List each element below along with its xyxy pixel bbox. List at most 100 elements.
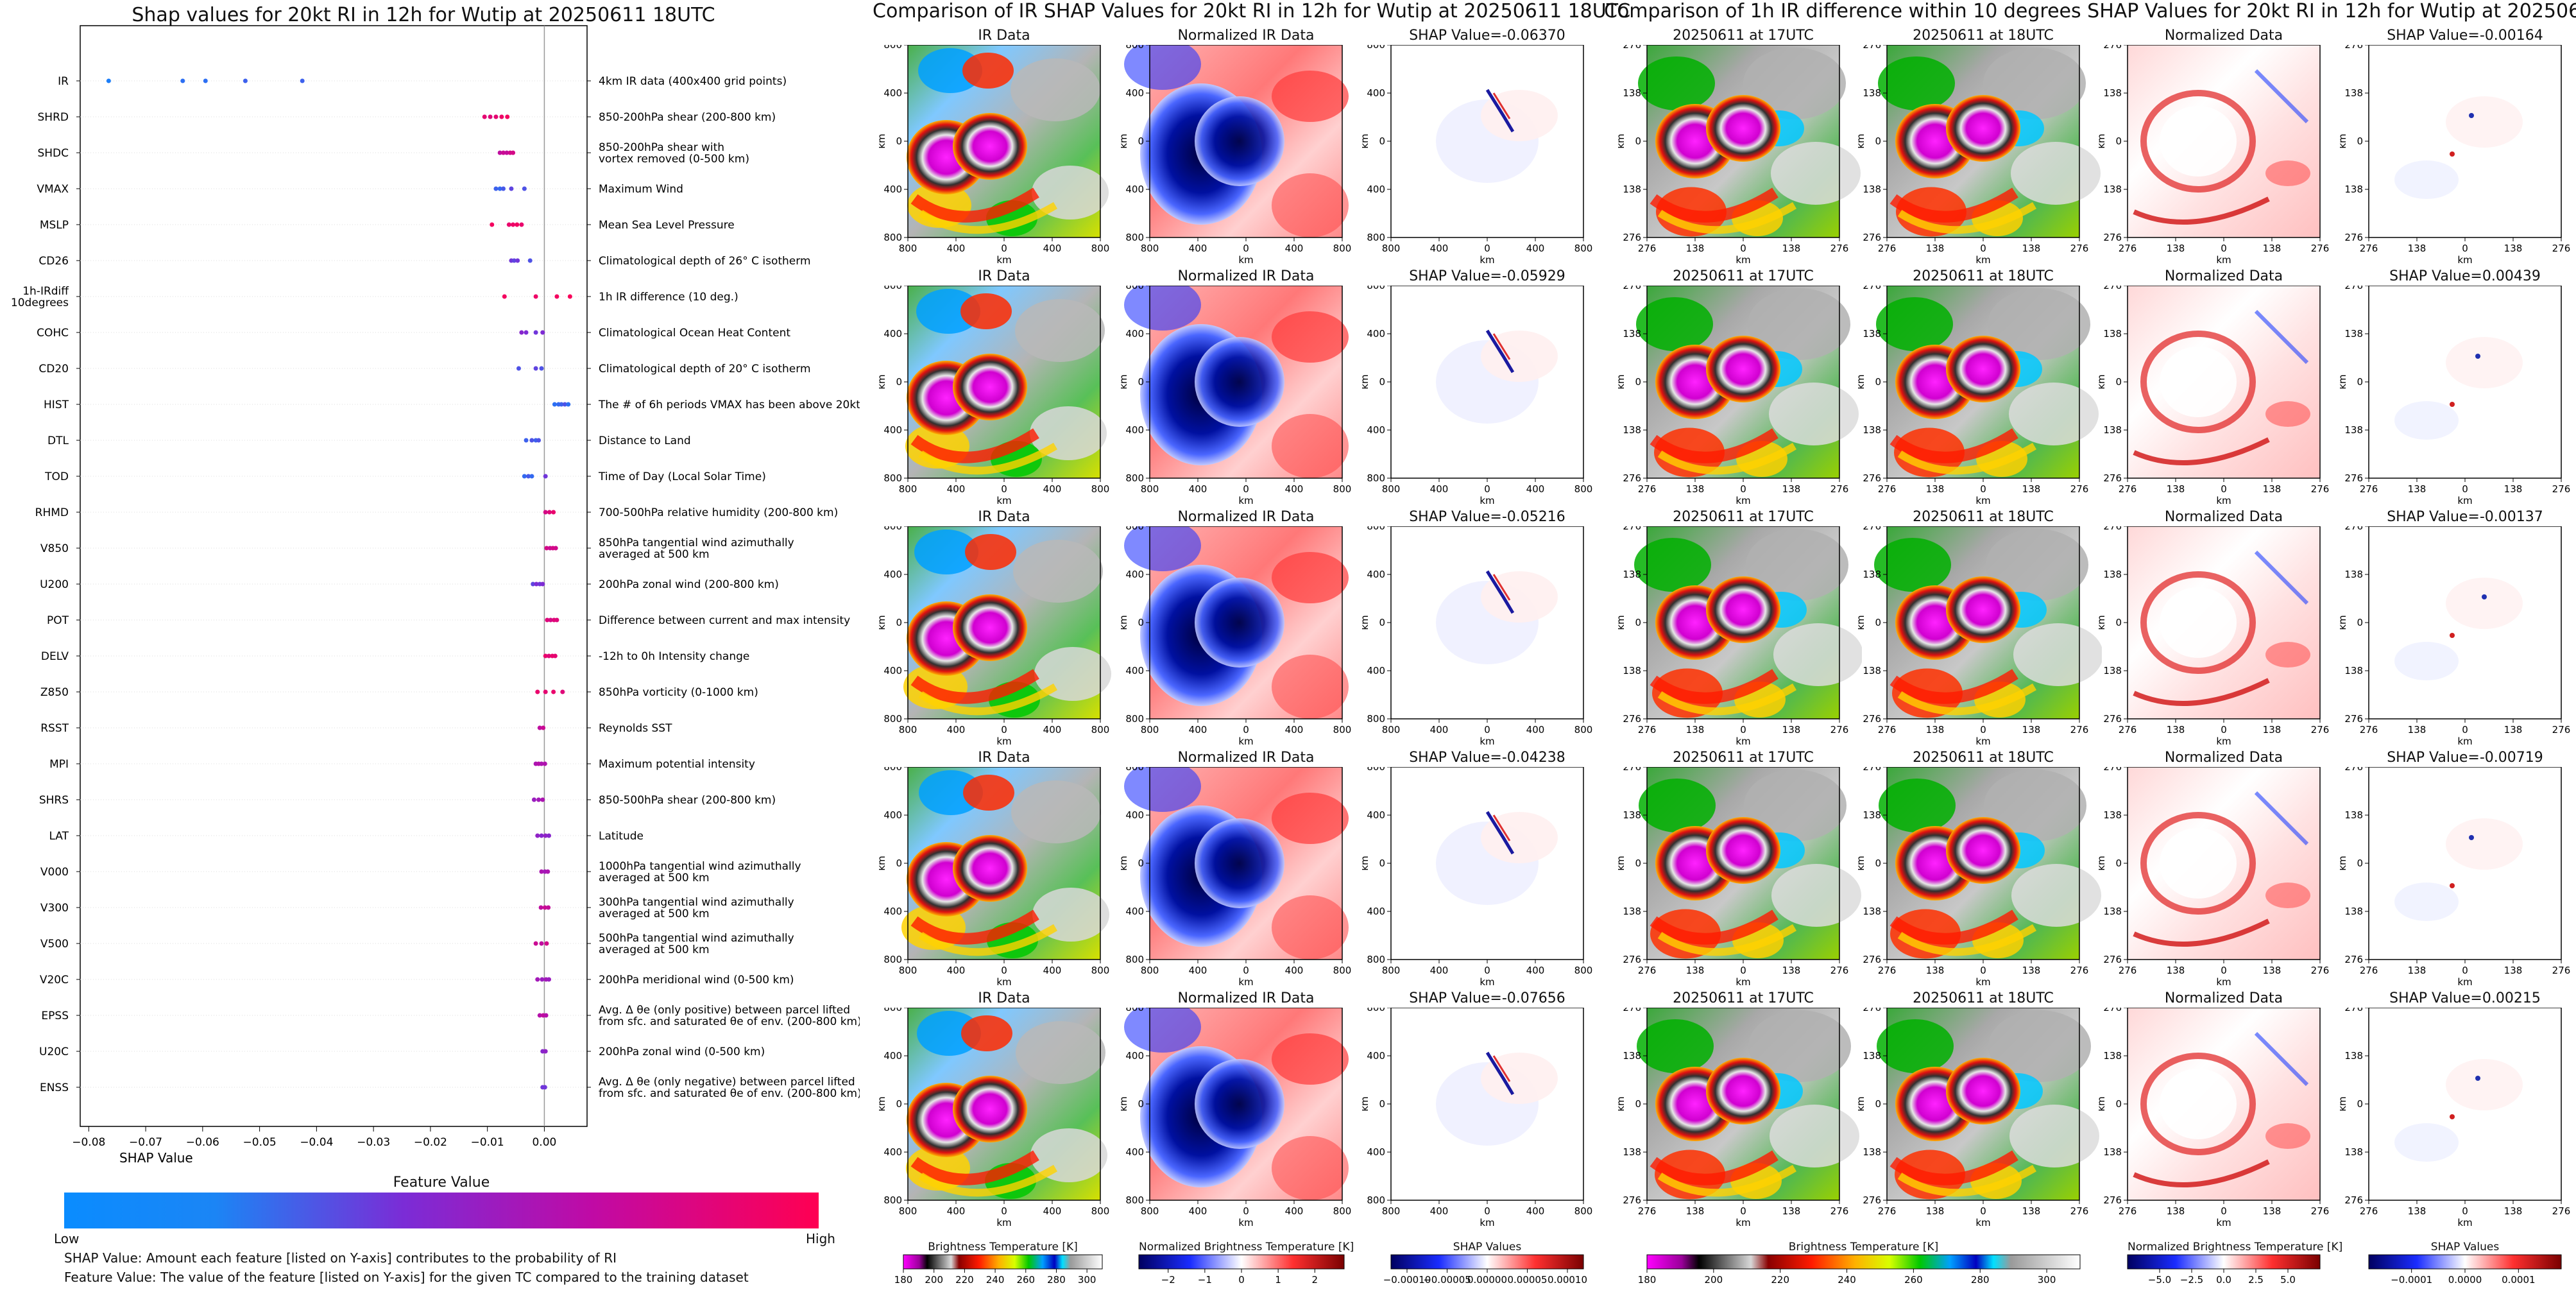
x-tick-label: 276: [1638, 724, 1657, 736]
colorbar-tick-label: 300: [1078, 1274, 1096, 1286]
y-tick-label: 800: [1367, 713, 1385, 725]
feature-label: LAT: [49, 830, 69, 843]
y-tick-label: 138: [2344, 184, 2363, 195]
colorbar-tick-label: 280: [1047, 1274, 1066, 1286]
x-tick-label: 800: [1141, 483, 1159, 495]
x-tick-label: 0: [2462, 243, 2468, 254]
y-axis-label: km: [1362, 615, 1370, 630]
y-axis-label: km: [2099, 374, 2107, 389]
x-tick-label: 138: [2022, 1205, 2041, 1217]
y-tick-label: 138: [1623, 569, 1641, 580]
cloud-blob: [1746, 529, 1848, 601]
y-axis-label: km: [1858, 1096, 1866, 1111]
y-tick-label: 800: [1125, 954, 1144, 965]
x-tick-label: 0: [1980, 483, 1986, 495]
x-tick-label: 138: [1926, 724, 1945, 736]
shap-point: [515, 258, 520, 263]
shap-point: [300, 78, 305, 83]
y-tick-label: 276: [1623, 286, 1641, 291]
x-tick-label: 0: [1001, 483, 1007, 495]
cloud-blob: [962, 53, 1014, 89]
colorbar-tick-label: −0.00010: [1383, 1274, 1431, 1286]
x-tick-label: 138: [1782, 724, 1801, 736]
x-tick-label: 0: [2462, 724, 2468, 736]
y-axis-label: km: [1858, 615, 1866, 630]
x-tick-label: 276: [2311, 1205, 2330, 1217]
colorbar-fill: [903, 1254, 1103, 1270]
y-tick-label: 138: [2103, 87, 2122, 99]
shap-point: [536, 438, 542, 443]
x-tick-label: 800: [1091, 1205, 1110, 1217]
x-tick-label: 138: [1782, 243, 1801, 254]
x-tick-label: 276: [2360, 483, 2378, 495]
cloud-blob: [914, 530, 978, 574]
y-tick-label: 400: [1367, 906, 1385, 917]
norm-cold-area: [1124, 286, 1201, 331]
x-axis-label: km: [996, 976, 1011, 988]
y-tick-label: 800: [1125, 472, 1144, 484]
cloud-blob: [965, 534, 1016, 570]
shap-faint-area: [2394, 1123, 2459, 1162]
x-tick-label: −0.05: [243, 1136, 277, 1149]
y-tick-label: 138: [1863, 424, 1881, 436]
colorbar-mid-norm: −2 −1 0 1 2: [1138, 1254, 1345, 1286]
shap-faint-area: [2394, 883, 2459, 921]
x-tick-label: 0: [1740, 724, 1746, 736]
x-tick-label: 276: [2119, 1205, 2137, 1217]
y-tick-label: 138: [1623, 809, 1641, 821]
feature-description: Climatological Ocean Heat Content: [599, 327, 790, 340]
shap-strong-band: [1485, 1051, 1515, 1096]
panel-title: 20250611 at 18UTC: [1913, 750, 2054, 766]
x-tick-label: 138: [2167, 243, 2185, 254]
shap-speck: [2450, 151, 2455, 157]
x-axis-label: km: [2216, 254, 2231, 266]
y-axis-label: km: [2340, 615, 2348, 630]
x-tick-label: 276: [2360, 965, 2378, 976]
x-tick-label: 138: [2504, 965, 2523, 976]
y-axis-label: km: [1618, 374, 1626, 389]
shap-point: [541, 725, 546, 730]
diff-band: [2133, 1159, 2270, 1187]
feature-value-colorbar-title: Feature Value: [393, 1175, 490, 1191]
shap-point: [529, 438, 534, 443]
x-axis-label: km: [1975, 1217, 1990, 1228]
diff-patch: [2265, 883, 2310, 908]
shap-point: [493, 114, 499, 119]
x-tick-label: 0: [1243, 965, 1249, 976]
y-tick-label: 400: [1125, 1050, 1144, 1062]
y-tick-label: 800: [1367, 526, 1385, 532]
shap-point: [551, 689, 556, 694]
x-tick-label: 800: [1141, 965, 1159, 976]
feature-description: 200hPa zonal wind (200-800 km): [599, 578, 779, 591]
shap-point: [567, 294, 572, 299]
cloud-blob: [2011, 864, 2101, 927]
shap-point: [533, 366, 538, 371]
x-tick-label: 138: [1782, 483, 1801, 495]
x-tick-label: 400: [1430, 483, 1449, 495]
shap-point: [543, 510, 548, 515]
x-tick-label: 800: [1333, 483, 1352, 495]
storm-core-right: [1946, 817, 2020, 884]
y-tick-label: 276: [1863, 713, 1881, 725]
y-tick-label: 0: [1875, 617, 1881, 628]
colorbar-tick-label: 2: [1312, 1274, 1318, 1286]
x-tick-label: 0: [1484, 965, 1490, 976]
y-tick-label: 400: [1125, 809, 1144, 821]
y-axis-label: km: [879, 374, 887, 389]
colorbar-label-right-shap: SHAP Values: [2430, 1241, 2500, 1253]
norm-cold-core: [1195, 1059, 1284, 1149]
y-tick-label: 276: [1623, 1194, 1641, 1206]
diff-band: [2133, 437, 2270, 465]
feature-label: MPI: [49, 758, 69, 771]
x-tick-label: 138: [1686, 724, 1705, 736]
y-tick-label: 800: [1125, 45, 1144, 51]
y-tick-label: 400: [1367, 569, 1385, 580]
norm-cold-core: [1195, 818, 1284, 908]
x-tick-label: 138: [2022, 965, 2041, 976]
